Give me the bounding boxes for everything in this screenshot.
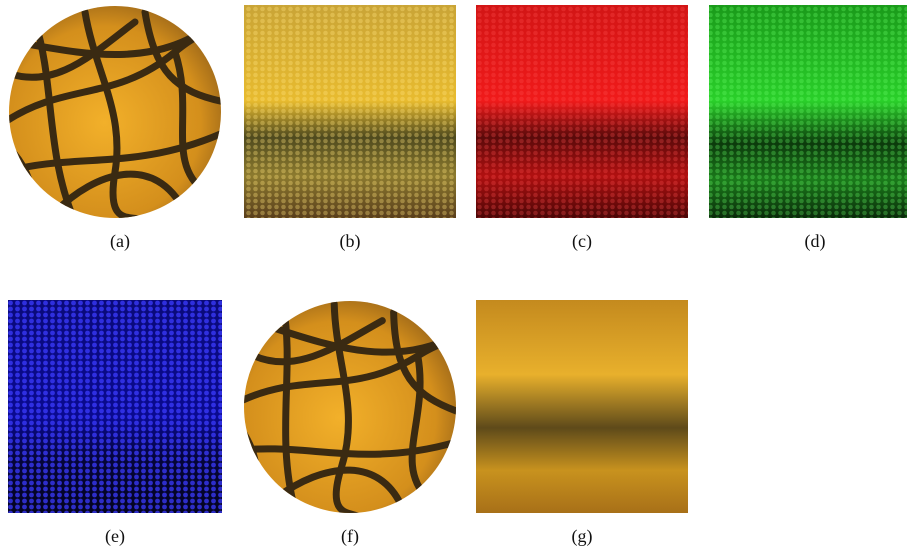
caption: (d) [805, 231, 826, 252]
panel-g-image [476, 300, 688, 513]
caption: (b) [340, 231, 361, 252]
caption: (e) [105, 526, 125, 547]
caption: (a) [110, 231, 130, 252]
panel-e-image [8, 300, 222, 513]
panel-c-image [476, 5, 688, 218]
caption: (g) [572, 526, 593, 547]
caption: (f) [341, 526, 359, 547]
panel-b-image [244, 5, 456, 218]
panel-f-image [226, 293, 473, 532]
panel-d-image [709, 5, 907, 218]
figure: (a) (b) (c) (d) (e) (f) (g) [0, 0, 909, 550]
caption: (c) [572, 231, 592, 252]
panel-a-image [5, 6, 225, 222]
